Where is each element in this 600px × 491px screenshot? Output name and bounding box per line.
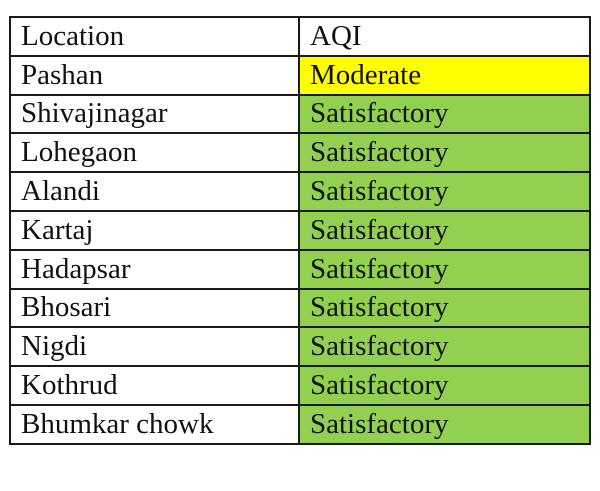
location-cell: Pashan bbox=[9, 54, 300, 96]
table-row: Shivajinagar Satisfactory bbox=[9, 93, 591, 135]
aqi-cell: Satisfactory bbox=[298, 93, 591, 135]
table-row: Hadapsar Satisfactory bbox=[9, 248, 591, 290]
aqi-cell: Satisfactory bbox=[298, 248, 591, 290]
table-row: Nigdi Satisfactory bbox=[9, 326, 591, 368]
header-aqi: AQI bbox=[298, 16, 591, 57]
table-row: Alandi Satisfactory bbox=[9, 171, 591, 212]
location-cell: Bhumkar chowk bbox=[9, 403, 300, 445]
location-cell: Kothrud bbox=[9, 365, 300, 406]
aqi-cell: Satisfactory bbox=[298, 403, 591, 445]
table-body: Pashan Moderate Shivajinagar Satisfactor… bbox=[9, 54, 591, 445]
header-row: Location AQI bbox=[9, 16, 591, 57]
table-row: Kothrud Satisfactory bbox=[9, 365, 591, 406]
table-row: Bhumkar chowk Satisfactory bbox=[9, 403, 591, 445]
aqi-cell: Satisfactory bbox=[298, 365, 591, 406]
table-row: Pashan Moderate bbox=[9, 54, 591, 96]
location-cell: Hadapsar bbox=[9, 248, 300, 290]
location-cell: Kartaj bbox=[9, 209, 300, 251]
header-location: Location bbox=[9, 16, 300, 57]
aqi-cell: Satisfactory bbox=[298, 171, 591, 212]
aqi-cell: Moderate bbox=[298, 54, 591, 96]
table-row: Lohegaon Satisfactory bbox=[9, 132, 591, 174]
location-cell: Shivajinagar bbox=[9, 93, 300, 135]
aqi-cell: Satisfactory bbox=[298, 209, 591, 251]
table-row: Kartaj Satisfactory bbox=[9, 209, 591, 251]
table-row: Bhosari Satisfactory bbox=[9, 287, 591, 329]
location-cell: Nigdi bbox=[9, 326, 300, 368]
location-cell: Alandi bbox=[9, 171, 300, 212]
location-cell: Bhosari bbox=[9, 287, 300, 329]
location-cell: Lohegaon bbox=[9, 132, 300, 174]
aqi-cell: Satisfactory bbox=[298, 326, 591, 368]
aqi-cell: Satisfactory bbox=[298, 132, 591, 174]
aqi-table: Location AQI Pashan Moderate Shivajinaga… bbox=[9, 16, 591, 445]
aqi-cell: Satisfactory bbox=[298, 287, 591, 329]
